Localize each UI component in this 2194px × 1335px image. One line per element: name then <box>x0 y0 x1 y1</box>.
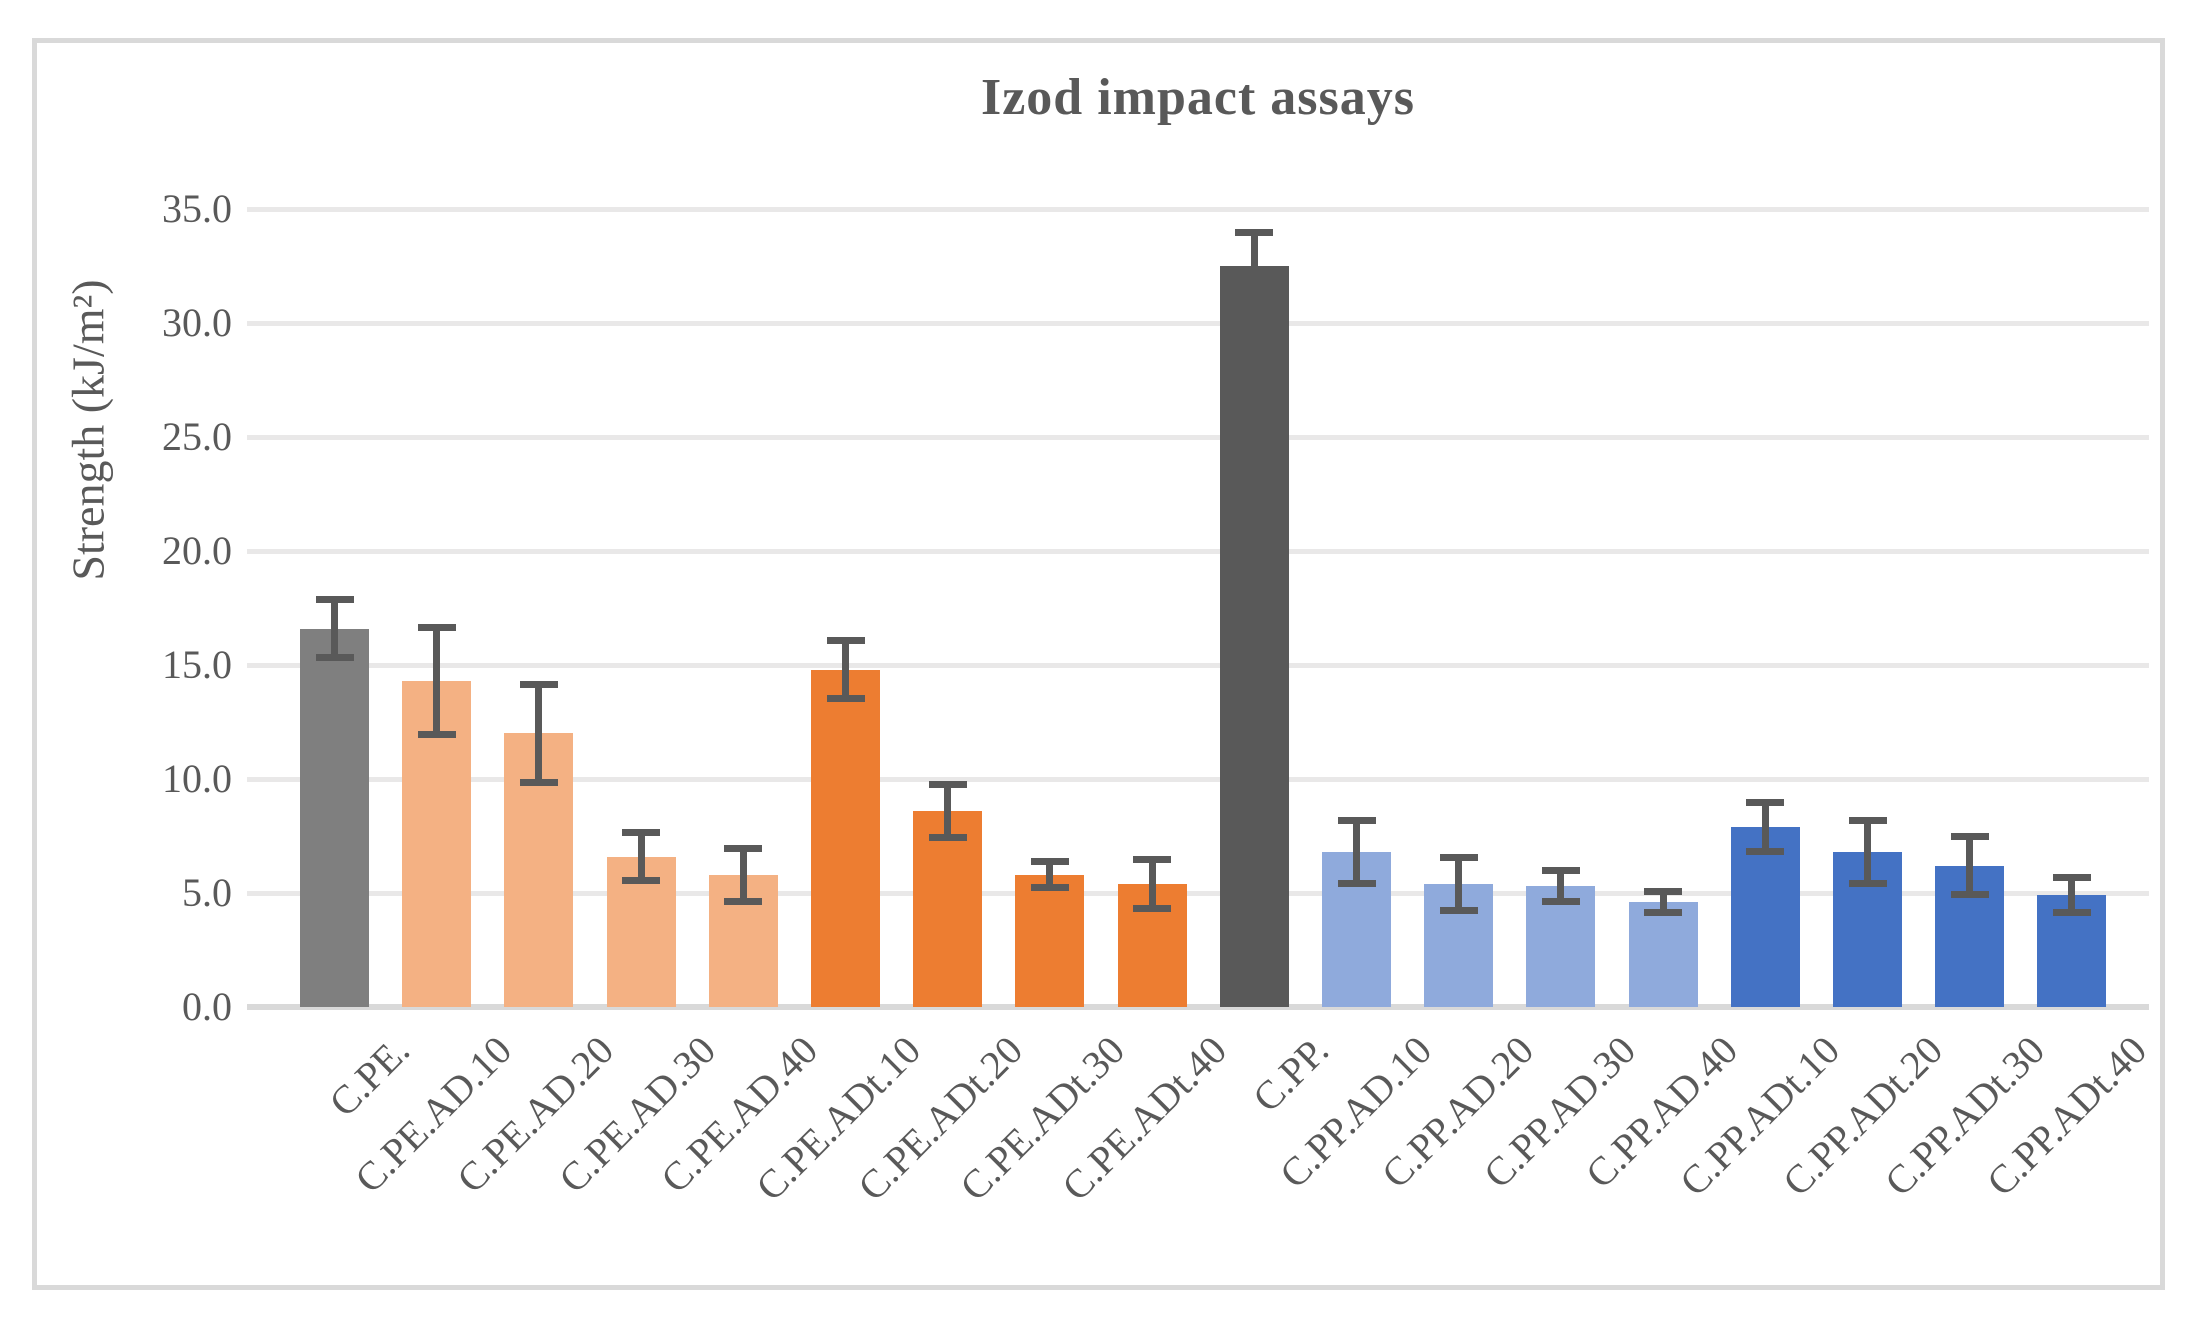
error-bar-cap-top <box>417 623 456 631</box>
y-tick-label: 0.0 <box>182 984 232 1029</box>
error-bar-cap-top <box>622 828 661 836</box>
error-bar-cap-bottom <box>1848 879 1887 887</box>
bar-C.PE.ADt.10 <box>811 669 880 1007</box>
error-bar-line <box>842 642 849 697</box>
error-bar-line <box>1353 822 1360 882</box>
error-bar-line <box>1148 861 1156 907</box>
gridline <box>247 434 2149 440</box>
error-bar-cap-top <box>315 596 354 604</box>
error-bar-cap-top <box>1644 888 1683 895</box>
error-bar-cap-bottom <box>1746 847 1785 855</box>
error-bar-cap-bottom <box>1950 891 1989 898</box>
error-bar-cap-bottom <box>417 731 456 739</box>
error-bar-line <box>331 601 338 656</box>
error-bar-cap-top <box>1030 858 1069 866</box>
error-bar-cap-bottom <box>519 779 558 787</box>
error-bar-line <box>1455 858 1463 909</box>
bar-C.PP.AD.40 <box>1628 902 1698 1007</box>
gridline <box>247 662 2149 668</box>
y-tick-label: 25.0 <box>162 414 232 459</box>
error-bar-line <box>535 685 543 782</box>
x-axis-line <box>247 1004 2149 1010</box>
error-bar-cap-top <box>724 844 763 852</box>
error-bar-cap-top <box>1848 817 1887 825</box>
error-bar-cap-top <box>519 680 558 688</box>
gridline <box>247 548 2149 554</box>
error-bar-cap-top <box>1541 867 1580 875</box>
error-bar-cap-bottom <box>1030 884 1069 892</box>
y-tick-label: 30.0 <box>162 300 232 345</box>
error-bar-cap-bottom <box>1644 909 1683 917</box>
error-bar-cap-top <box>928 780 967 788</box>
error-bar-line <box>1761 804 1769 850</box>
error-bar-line <box>1557 872 1565 900</box>
y-tick-label: 10.0 <box>162 756 232 801</box>
y-tick-label: 5.0 <box>182 870 232 915</box>
gridline <box>247 206 2149 212</box>
gridline <box>247 320 2149 326</box>
error-bar-cap-top <box>1235 229 1274 237</box>
y-tick-label: 15.0 <box>162 642 232 687</box>
bar-C.PE. <box>300 628 369 1007</box>
error-bar-cap-bottom <box>1439 906 1478 914</box>
error-bar-cap-bottom <box>1541 897 1580 905</box>
error-bar-line <box>944 785 952 836</box>
chart-title: Izod impact assays <box>980 69 1416 126</box>
bar-C.PP.ADt.10 <box>1730 826 1800 1007</box>
error-bar-line <box>1966 838 1974 893</box>
error-bar-cap-bottom <box>1133 904 1172 912</box>
gridline <box>247 890 2149 896</box>
error-bar-cap-bottom <box>928 834 967 841</box>
bar-C.PE.ADt.20 <box>913 810 983 1007</box>
error-bar-line <box>1046 863 1054 887</box>
y-tick-label: 20.0 <box>162 528 232 573</box>
error-bar-cap-top <box>2052 874 2091 882</box>
gridline <box>247 776 2149 782</box>
error-bar-cap-top <box>826 637 865 645</box>
error-bar-cap-top <box>1133 856 1172 864</box>
bar-C.PP. <box>1219 266 1289 1007</box>
error-bar-cap-bottom <box>1337 879 1376 887</box>
error-bar-cap-bottom <box>826 694 865 702</box>
error-bar-line <box>1250 234 1258 298</box>
error-bar-line <box>1659 893 1667 912</box>
error-bar-cap-bottom <box>2052 909 2091 917</box>
error-bar-line <box>1864 822 1871 882</box>
error-bar-cap-top <box>1950 833 1989 841</box>
error-bar-cap-top <box>1746 799 1785 807</box>
error-bar-cap-bottom <box>724 897 763 905</box>
bar-C.PE.ADt.30 <box>1015 874 1085 1007</box>
error-bar-cap-bottom <box>622 877 661 885</box>
bar-C.PP.AD.30 <box>1526 886 1596 1007</box>
error-bar-cap-top <box>1439 853 1478 861</box>
y-tick-label: 35.0 <box>162 186 232 231</box>
error-bar-cap-bottom <box>315 653 354 661</box>
error-bar-line <box>433 628 441 734</box>
error-bar-cap-top <box>1337 817 1376 825</box>
error-bar-line <box>739 849 747 900</box>
error-bar-line <box>637 833 645 880</box>
error-bar-line <box>2068 879 2076 912</box>
error-bar-cap-bottom <box>1235 295 1274 303</box>
